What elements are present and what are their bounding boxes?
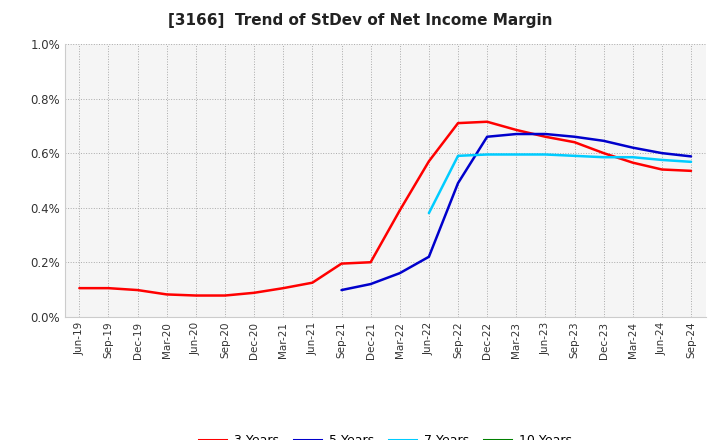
Text: [3166]  Trend of StDev of Net Income Margin: [3166] Trend of StDev of Net Income Marg…: [168, 13, 552, 28]
Legend: 3 Years, 5 Years, 7 Years, 10 Years: 3 Years, 5 Years, 7 Years, 10 Years: [194, 429, 577, 440]
